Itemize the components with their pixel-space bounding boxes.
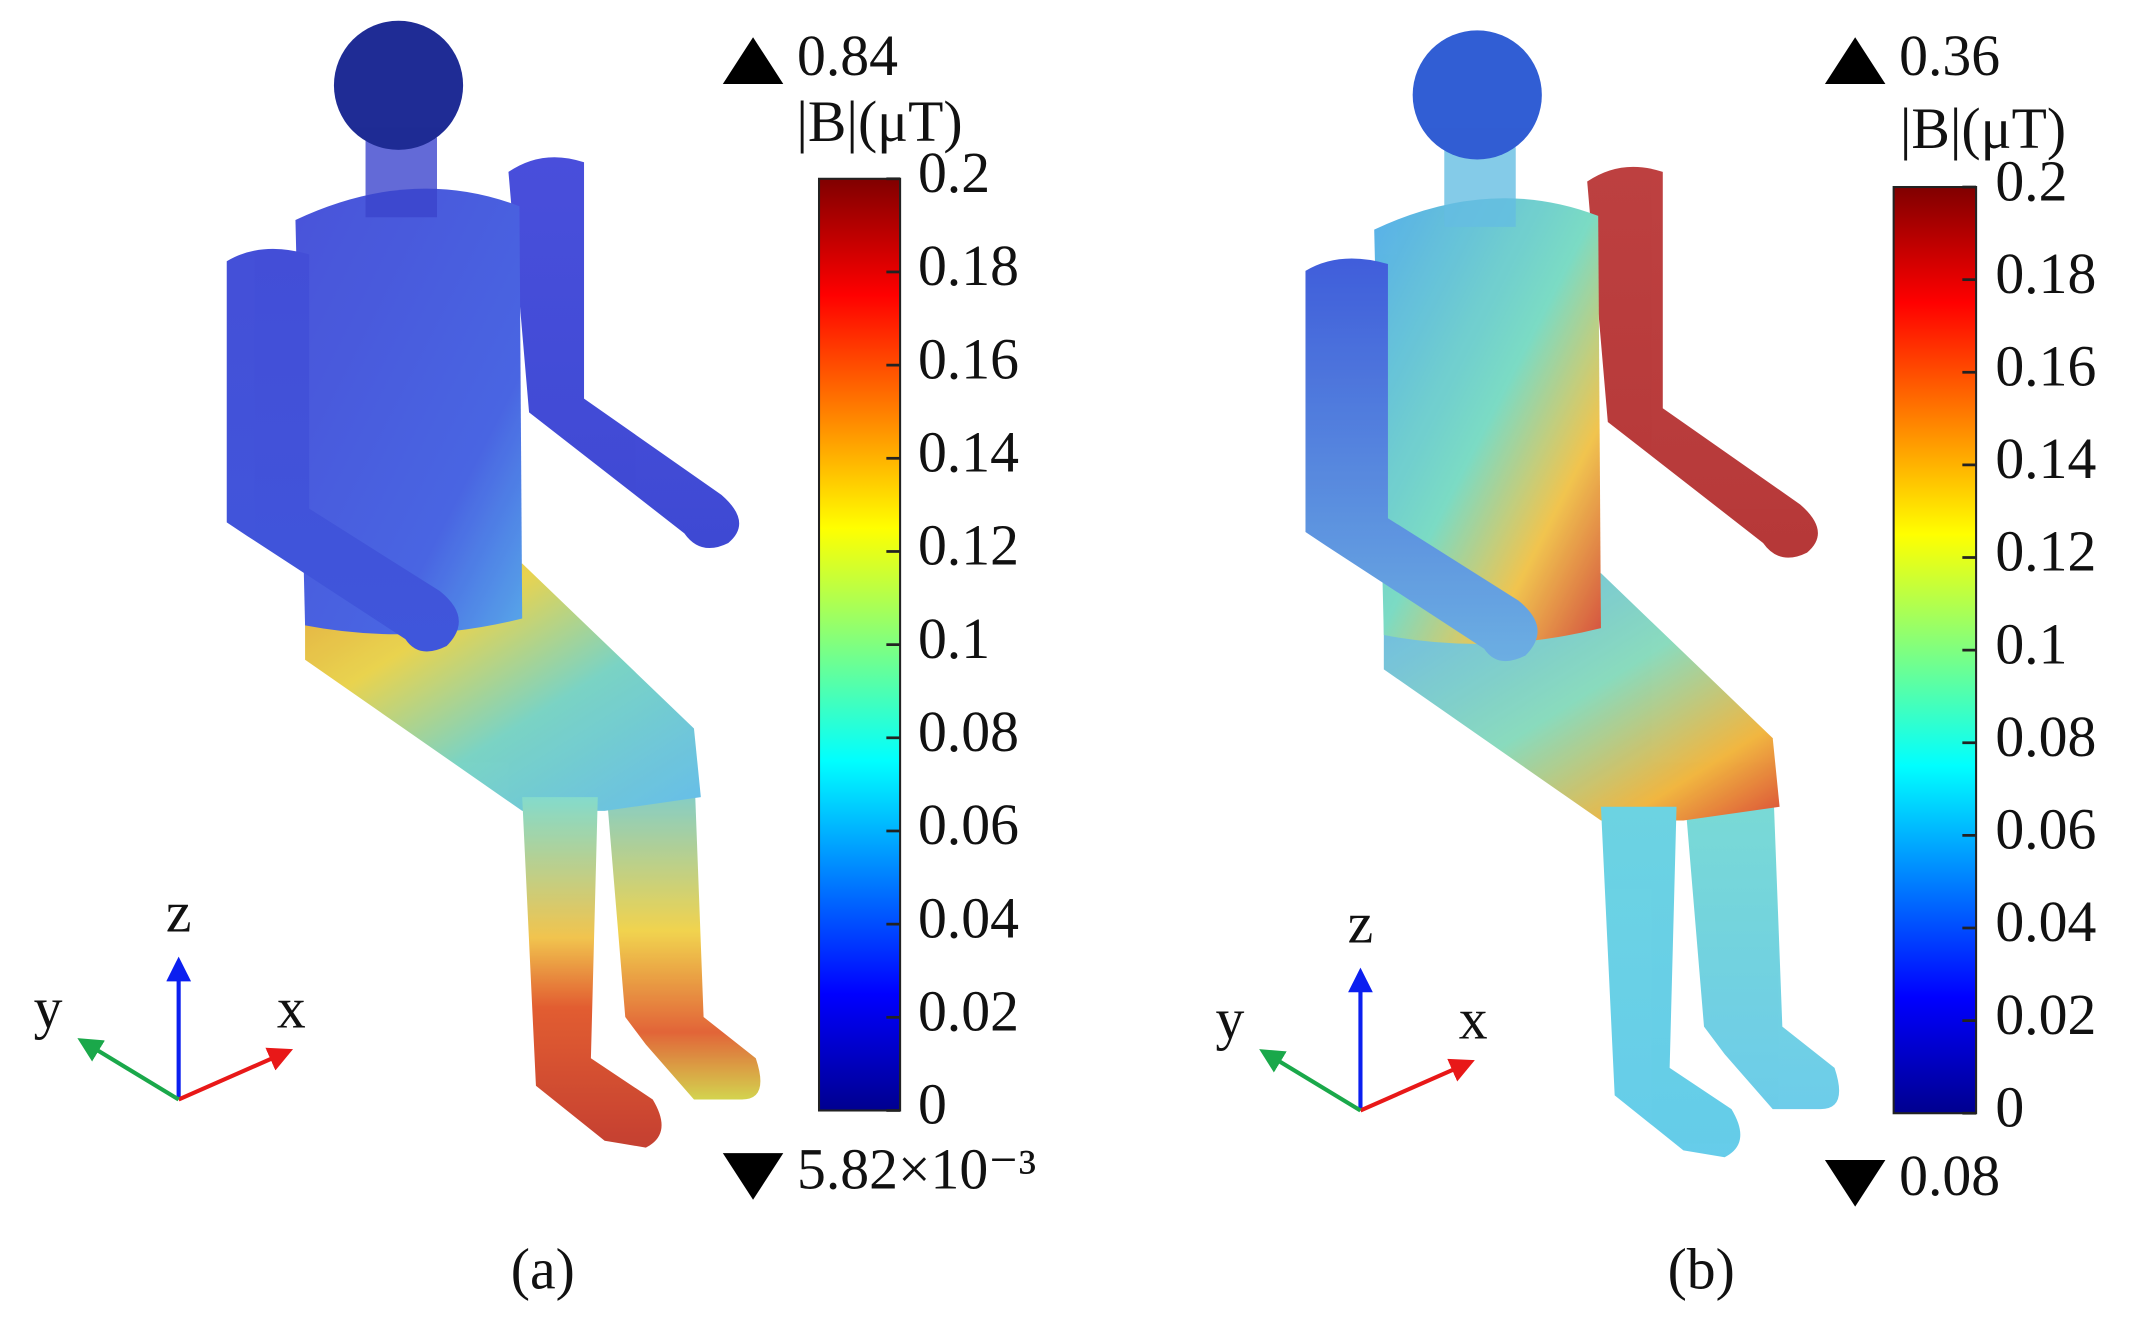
body-model <box>1305 30 1840 1158</box>
axis-label-y: y <box>1215 989 1244 1052</box>
colorbar-tick-label: 0.08 <box>918 701 1019 764</box>
min-value: 5.82×10⁻³ <box>797 1138 1036 1201</box>
panel-caption: (b) <box>1668 1239 1735 1302</box>
axis-x <box>177 1047 294 1102</box>
colorbar-tick-label: 0 <box>1995 1076 2024 1139</box>
min-value: 0.08 <box>1899 1145 2000 1208</box>
axis-x <box>1359 1058 1475 1113</box>
unit-label: |B|(μT) <box>1900 98 2066 161</box>
torso <box>1374 198 1601 644</box>
near-arm <box>226 248 459 652</box>
axis-label-x: x <box>277 978 306 1041</box>
max-value: 0.36 <box>1899 25 2000 88</box>
near-leg <box>522 797 662 1148</box>
colorbar-tick-label: 0.16 <box>1995 336 2096 399</box>
colorbar-tick-label: 0.06 <box>918 794 1019 857</box>
colorbar-tick-label: 0.1 <box>918 608 990 671</box>
axis-label-x: x <box>1459 989 1488 1052</box>
far-leg <box>604 762 761 1100</box>
panel-caption: (a) <box>511 1239 575 1302</box>
colorbar-tick-label: 0.06 <box>1995 799 2096 862</box>
colorbar-tick-label: 0.12 <box>1995 521 2096 584</box>
colorbar-tick-label: 0.02 <box>918 981 1019 1044</box>
colorbar-tick-label: 0.08 <box>1995 706 2096 769</box>
colorbar-tick-label: 0.18 <box>918 235 1019 298</box>
near-arm <box>1305 258 1538 662</box>
colorbar-tick-label: 0.14 <box>1995 428 2096 491</box>
colorbar-tick-label: 0.1 <box>1995 613 2067 676</box>
body-model <box>226 20 761 1148</box>
colorbar-tick-label: 0.02 <box>1995 984 2096 1047</box>
max-triangle <box>722 37 784 84</box>
min-triangle <box>1824 1159 1886 1207</box>
colorbar-tick-label: 0.04 <box>1995 891 2096 954</box>
min-triangle <box>722 1153 784 1200</box>
max-value: 0.84 <box>797 25 898 88</box>
colorbar-tick-label: 0.04 <box>918 887 1019 950</box>
axis-label-z: z <box>1348 892 1374 955</box>
colorbar-tick-label: 0.18 <box>1995 243 2096 306</box>
colorbar-tick-label: 0 <box>918 1074 947 1137</box>
colorbar-tick-label: 0.12 <box>918 515 1019 578</box>
colorbar-tick-label: 0.2 <box>1995 150 2067 213</box>
colorbar-tick-label: 0.16 <box>918 328 1019 391</box>
torso <box>295 188 523 635</box>
axis-y <box>1259 1049 1362 1113</box>
far-leg <box>1683 772 1840 1110</box>
unit-label: |B|(μT) <box>796 91 962 154</box>
head <box>333 20 464 150</box>
axis-label-y: y <box>34 978 63 1041</box>
far-arm <box>1587 166 1818 558</box>
neck <box>365 137 437 218</box>
colorbar-tick-label: 0.14 <box>918 422 1019 485</box>
near-leg <box>1600 806 1741 1158</box>
far-arm <box>508 157 740 549</box>
colorbar-tick-label: 0.2 <box>918 142 990 205</box>
max-triangle <box>1824 37 1886 84</box>
head <box>1412 30 1542 160</box>
axis-label-z: z <box>166 881 192 944</box>
axis-y <box>77 1038 180 1102</box>
neck <box>1444 147 1516 227</box>
